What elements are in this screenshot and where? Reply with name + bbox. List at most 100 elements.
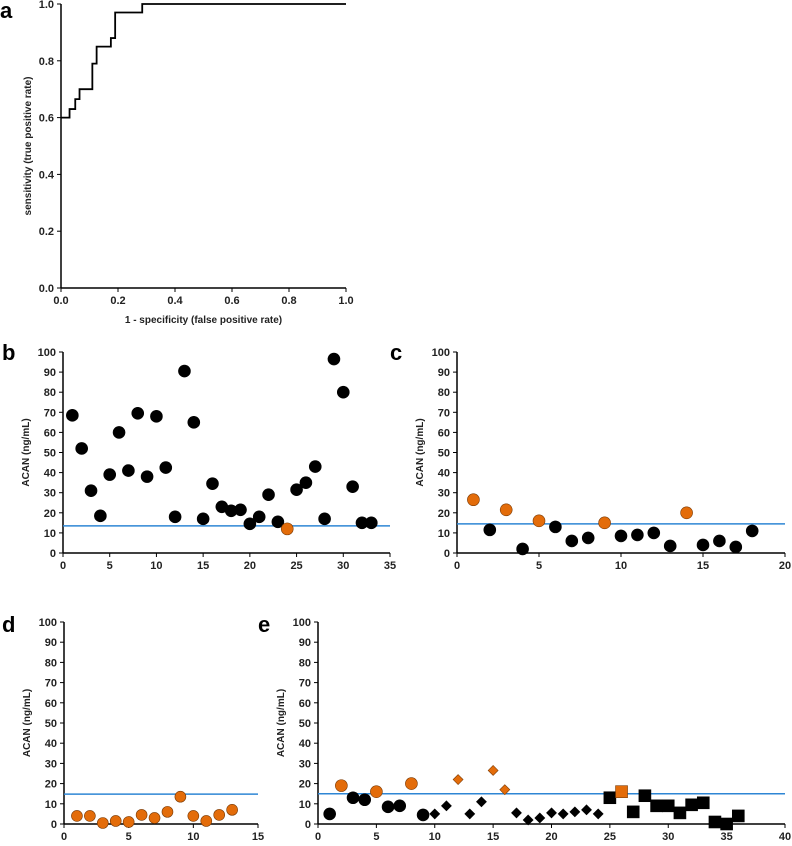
data-point-circle xyxy=(729,540,743,554)
data-point-circle xyxy=(271,515,285,529)
y-tick-label: 50 xyxy=(45,718,57,730)
data-point-circle xyxy=(549,520,562,534)
y-tick-label: 0 xyxy=(51,819,57,831)
x-tick-label: 25 xyxy=(290,560,302,572)
data-point-circle xyxy=(327,352,341,366)
data-point-square xyxy=(685,798,698,812)
y-tick-label: 0.8 xyxy=(39,56,54,68)
x-tick-label: 30 xyxy=(662,831,674,843)
data-point-circle xyxy=(234,503,247,517)
y-tick-label: 20 xyxy=(299,779,311,791)
data-point-circle xyxy=(122,464,135,477)
y-tick-label: 0 xyxy=(50,548,56,560)
x-tick-label: 0.0 xyxy=(53,295,68,307)
data-point-square xyxy=(626,805,640,819)
x-tick-label: 5 xyxy=(536,560,542,572)
x-axis-label: 1 - specificity (false positive rate) xyxy=(125,315,282,326)
y-tick-label: 50 xyxy=(438,448,450,460)
y-tick-label: 60 xyxy=(45,698,57,710)
data-point-circle xyxy=(299,476,313,489)
data-point-circle xyxy=(532,514,546,528)
y-tick-label: 90 xyxy=(45,637,57,649)
data-point-diamond xyxy=(429,808,441,820)
y-tick-label: 20 xyxy=(45,779,57,791)
x-tick-label: 30 xyxy=(337,560,349,572)
y-tick-label: 100 xyxy=(293,617,311,629)
x-tick-label: 15 xyxy=(197,560,209,572)
x-tick-label: 15 xyxy=(252,831,264,843)
data-point-circle xyxy=(226,804,238,816)
y-tick-label: 70 xyxy=(44,407,56,419)
y-tick-label: 100 xyxy=(38,347,56,359)
data-point-square xyxy=(650,799,663,813)
data-point-square xyxy=(708,815,722,829)
y-tick-label: 100 xyxy=(432,347,450,359)
data-point-circle xyxy=(140,470,154,483)
y-tick-label: 40 xyxy=(438,468,450,480)
data-point-circle xyxy=(713,534,726,548)
y-tick-label: 90 xyxy=(438,367,450,379)
data-point-circle xyxy=(405,777,418,790)
data-point-circle xyxy=(213,809,225,821)
data-point-circle xyxy=(206,477,219,490)
x-tick-label: 5 xyxy=(126,831,132,843)
y-tick-label: 80 xyxy=(44,387,56,399)
panel-label-a: a xyxy=(0,0,13,23)
data-point-circle xyxy=(335,779,348,792)
y-tick-label: 50 xyxy=(299,718,311,730)
y-tick-label: 20 xyxy=(44,508,56,520)
data-point-diamond xyxy=(499,784,511,796)
data-point-circle xyxy=(393,799,407,813)
data-point-circle xyxy=(178,364,191,378)
panel-label-b: b xyxy=(2,340,15,365)
data-point-square xyxy=(603,791,617,805)
data-point-circle xyxy=(499,503,513,517)
data-point-circle xyxy=(663,539,677,553)
data-point-diamond xyxy=(534,812,546,824)
data-point-circle xyxy=(365,516,378,530)
roc-curve xyxy=(61,3,346,119)
data-point-circle xyxy=(148,812,161,824)
data-point-circle xyxy=(97,817,109,829)
data-point-circle xyxy=(308,460,322,473)
data-point-circle xyxy=(581,531,595,545)
data-point-diamond xyxy=(464,808,476,820)
x-tick-label: 15 xyxy=(487,831,499,843)
y-tick-label: 80 xyxy=(299,657,311,669)
data-point-square xyxy=(661,799,675,813)
y-axis-label: ACAN (ng/mL) xyxy=(276,689,287,757)
data-point-square xyxy=(638,789,652,803)
panel-label-d: d xyxy=(2,612,15,637)
x-tick-label: 10 xyxy=(150,560,162,572)
data-point-diamond xyxy=(592,808,604,820)
y-tick-label: 40 xyxy=(44,468,56,480)
data-point-circle xyxy=(346,791,360,805)
y-tick-label: 70 xyxy=(299,678,311,690)
data-point-diamond xyxy=(476,796,487,808)
y-tick-label: 60 xyxy=(438,427,450,439)
y-tick-label: 1.0 xyxy=(39,0,54,11)
x-tick-label: 0.6 xyxy=(224,295,239,307)
y-tick-label: 10 xyxy=(44,528,56,540)
data-point-circle xyxy=(290,483,303,496)
data-point-circle xyxy=(381,800,395,814)
data-point-circle xyxy=(483,523,497,537)
data-point-circle xyxy=(84,810,96,822)
y-tick-label: 80 xyxy=(45,657,57,669)
x-tick-label: 5 xyxy=(373,831,379,843)
data-point-circle xyxy=(122,816,135,828)
y-tick-label: 30 xyxy=(44,488,56,500)
y-tick-label: 30 xyxy=(299,758,311,770)
data-point-circle xyxy=(187,416,201,429)
data-point-square xyxy=(731,809,745,823)
y-tick-label: 0.6 xyxy=(39,113,54,125)
x-tick-label: 35 xyxy=(721,831,733,843)
y-tick-label: 10 xyxy=(438,528,450,540)
data-point-circle xyxy=(109,815,122,827)
data-point-circle xyxy=(161,806,174,818)
data-point-circle xyxy=(71,810,83,822)
data-point-circle xyxy=(84,484,98,497)
data-point-circle xyxy=(598,516,611,530)
data-point-circle xyxy=(150,410,163,423)
